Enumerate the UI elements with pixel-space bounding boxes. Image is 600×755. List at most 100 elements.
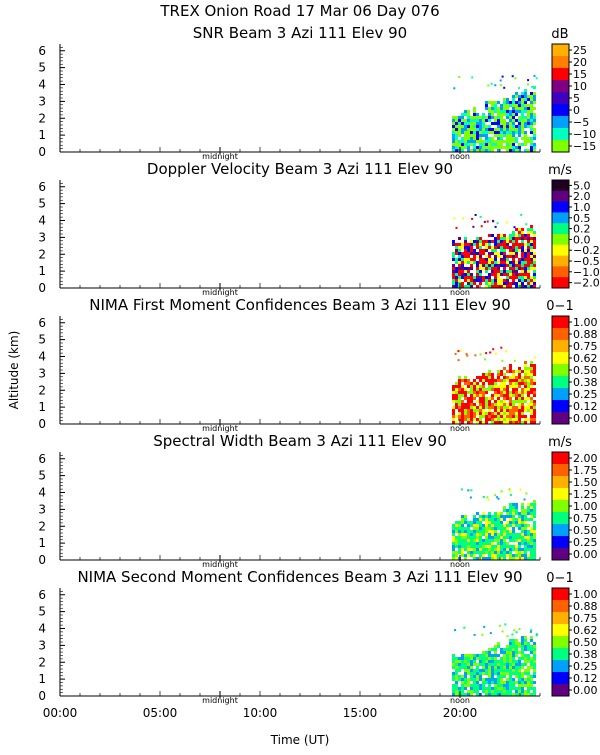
y-tick-label: 1 (38, 536, 46, 550)
heatmap-cell (482, 681, 485, 684)
heatmap-cell (461, 385, 464, 388)
heatmap-cell (485, 678, 488, 681)
heatmap-cell (455, 693, 458, 696)
heatmap-cell (515, 548, 518, 551)
heatmap-cell (503, 267, 506, 270)
heatmap-cell (473, 687, 476, 690)
marker-label-midnight: midnight (202, 424, 238, 433)
colorbar-label: 0.00 (573, 548, 598, 561)
heatmap-cell (485, 406, 488, 409)
heatmap-cell (467, 137, 470, 140)
heatmap-cell (488, 246, 491, 249)
heatmap-cell (476, 252, 479, 255)
heatmap-cell (530, 370, 533, 373)
heatmap-cell (512, 134, 515, 137)
colorbar-swatch (552, 234, 569, 246)
heatmap-cell (455, 282, 458, 285)
heatmap-cell (524, 267, 527, 270)
heatmap-cell (535, 77, 538, 80)
panel-1: SNR Beam 3 Azi 111 Elev 90 dB0123456midni… (38, 24, 596, 161)
heatmap-cell (488, 551, 491, 554)
heatmap-cell (479, 385, 482, 388)
heatmap-cell (482, 551, 485, 554)
heatmap-cell (485, 548, 488, 551)
heatmap-cell (524, 249, 527, 252)
heatmap-cell (476, 131, 479, 134)
heatmap-cell (521, 104, 524, 107)
heatmap-cell (491, 149, 494, 152)
heatmap-cell (503, 509, 506, 512)
heatmap-cell (524, 545, 527, 548)
heatmap-cell (470, 409, 473, 412)
heatmap-cell (518, 385, 521, 388)
heatmap-cell (467, 397, 470, 400)
heatmap-cell (503, 261, 506, 264)
heatmap-cell (470, 666, 473, 669)
heatmap-cell (503, 415, 506, 418)
heatmap-cell (515, 554, 518, 557)
heatmap-cell (512, 273, 515, 276)
heatmap-cell (527, 678, 530, 681)
heatmap-cell (452, 119, 455, 122)
colorbar-swatch (552, 524, 569, 537)
heatmap-cell (503, 542, 506, 545)
heatmap-cell (473, 119, 476, 122)
heatmap-cell (494, 249, 497, 252)
heatmap-cell (512, 530, 515, 533)
heatmap-cell (524, 645, 527, 648)
heatmap-cell (458, 406, 461, 409)
heatmap-cell (467, 131, 470, 134)
heatmap-cell (527, 684, 530, 687)
heatmap-cell (524, 92, 527, 95)
heatmap-cell (467, 693, 470, 696)
heatmap-cell (458, 391, 461, 394)
heatmap-cell (527, 249, 530, 252)
heatmap-cell (494, 687, 497, 690)
heatmap-cell (464, 409, 467, 412)
heatmap-cell (476, 681, 479, 684)
heatmap-cell (452, 400, 455, 403)
heatmap-cell (530, 648, 533, 651)
heatmap-cell (467, 666, 470, 669)
heatmap-cell (524, 397, 527, 400)
y-tick-label: 1 (38, 128, 46, 142)
heatmap-cell (491, 110, 494, 113)
heatmap-cell (494, 261, 497, 264)
heatmap-cell (461, 403, 464, 406)
heatmap-cell (461, 527, 464, 530)
heatmap-cell (498, 624, 501, 627)
heatmap-cell (530, 279, 533, 282)
heatmap-cell (533, 654, 536, 657)
heatmap-cell (461, 119, 464, 122)
heatmap-cell (464, 657, 467, 660)
heatmap-cell (530, 149, 533, 152)
heatmap-cell (506, 246, 509, 249)
heatmap-cell (524, 388, 527, 391)
heatmap-cell (515, 382, 518, 385)
heatmap-cell (458, 270, 461, 273)
heatmap-cell (476, 134, 479, 137)
heatmap-cell (503, 693, 506, 696)
heatmap-cell (491, 515, 494, 518)
heatmap-cell (533, 542, 536, 545)
heatmap-cell (512, 684, 515, 687)
heatmap-cell (491, 394, 494, 397)
heatmap-cell (500, 518, 503, 521)
colorbar-frame (551, 179, 570, 289)
heatmap-cell (497, 681, 500, 684)
colorbar-swatch (552, 328, 569, 341)
heatmap-cell (494, 101, 497, 104)
heatmap-cell (461, 128, 464, 131)
heatmap-cell (473, 252, 476, 255)
heatmap-cell (533, 237, 536, 240)
heatmap-cell (515, 237, 518, 240)
colorbar-label: −2.0 (573, 277, 600, 290)
colorbar-label: 0.75 (573, 340, 598, 353)
heatmap-cell (506, 376, 509, 379)
heatmap-cell (452, 690, 455, 693)
heatmap-cell (482, 379, 485, 382)
heatmap-cell (524, 415, 527, 418)
heatmap-cell (479, 376, 482, 379)
heatmap-cell (488, 143, 491, 146)
